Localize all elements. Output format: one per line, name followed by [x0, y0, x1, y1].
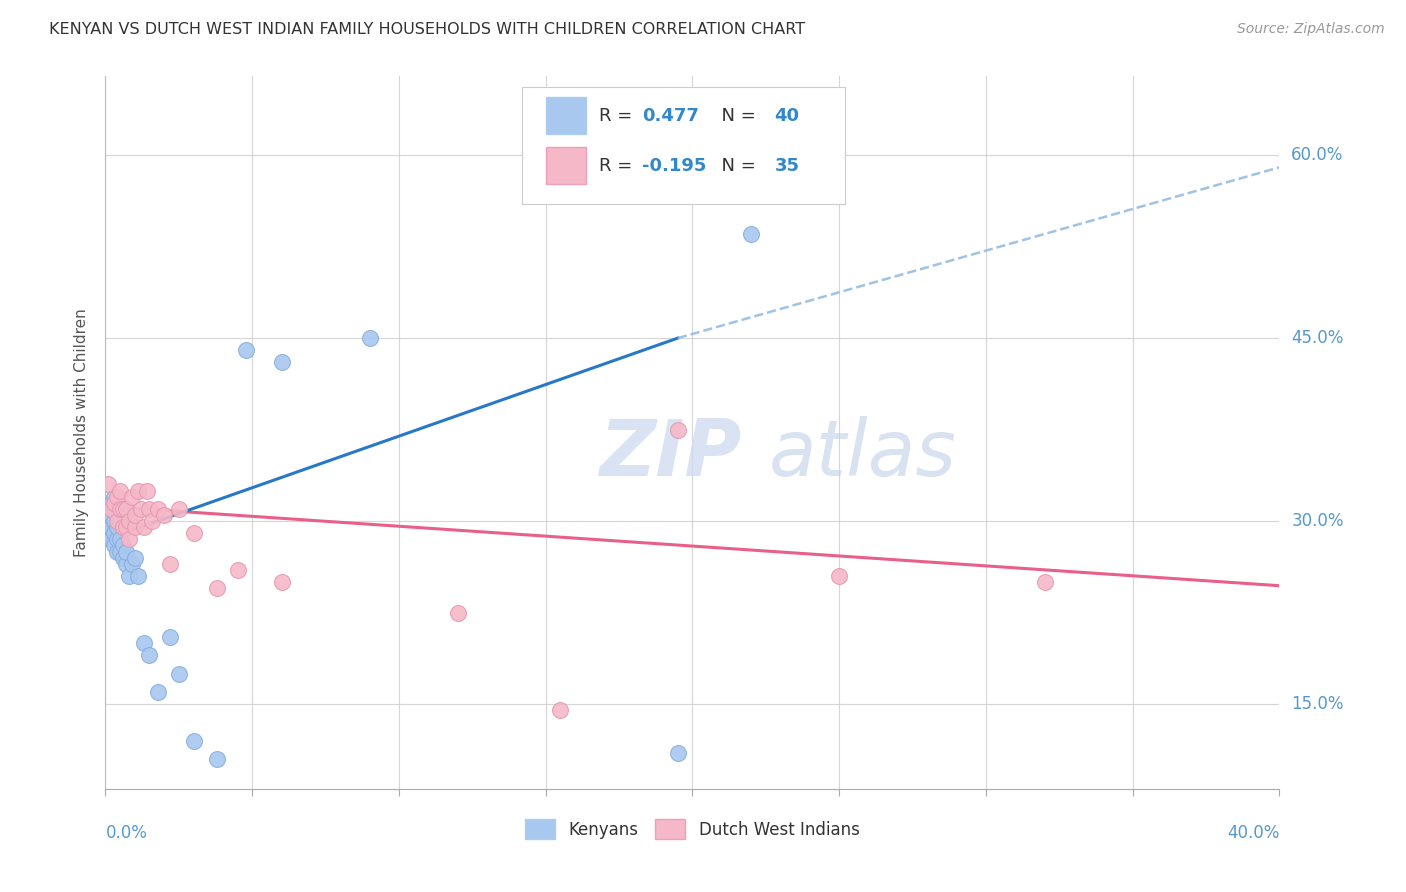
Point: [270, 575, 292, 590]
Point: [108, 501, 131, 516]
Point: [666, 746, 689, 760]
Text: 45.0%: 45.0%: [1291, 329, 1344, 347]
Point: [100, 508, 122, 522]
Point: [97, 501, 120, 516]
Point: [115, 520, 138, 534]
Point: [100, 496, 122, 510]
Point: [100, 520, 122, 534]
Point: [235, 343, 257, 358]
Point: [205, 752, 228, 766]
Point: [359, 331, 381, 345]
Text: 30.0%: 30.0%: [1291, 512, 1344, 530]
Point: [103, 526, 125, 541]
Point: [740, 227, 762, 242]
Point: [124, 508, 146, 522]
Point: [666, 423, 689, 437]
Point: [159, 557, 181, 571]
Point: [103, 501, 125, 516]
Text: R =: R =: [599, 157, 637, 175]
Point: [97, 520, 120, 534]
Y-axis label: Family Households with Children: Family Households with Children: [75, 309, 90, 557]
Text: atlas: atlas: [769, 416, 956, 492]
Point: [112, 501, 135, 516]
Point: [108, 533, 131, 547]
Point: [105, 533, 128, 547]
Point: [183, 733, 205, 747]
Point: [112, 550, 135, 565]
Text: Source: ZipAtlas.com: Source: ZipAtlas.com: [1237, 22, 1385, 37]
Point: [97, 477, 120, 491]
Point: [108, 514, 131, 528]
Text: N =: N =: [710, 107, 762, 125]
Point: [121, 490, 143, 504]
Point: [183, 526, 205, 541]
Point: [105, 520, 128, 534]
Point: [148, 501, 170, 516]
Text: 40: 40: [775, 107, 800, 125]
Point: [205, 581, 228, 595]
Point: [100, 501, 122, 516]
Point: [103, 496, 125, 510]
Point: [103, 490, 125, 504]
Point: [115, 501, 138, 516]
Point: [105, 514, 128, 528]
Point: [124, 550, 146, 565]
Point: [118, 569, 141, 583]
Point: [129, 501, 152, 516]
Point: [103, 514, 125, 528]
Point: [108, 483, 131, 498]
Point: [270, 355, 292, 369]
Point: [132, 520, 155, 534]
FancyBboxPatch shape: [522, 87, 845, 204]
Point: [105, 490, 128, 504]
Point: [167, 666, 190, 681]
Text: N =: N =: [710, 157, 762, 175]
Text: 0.0%: 0.0%: [105, 823, 148, 841]
Point: [132, 636, 155, 650]
FancyBboxPatch shape: [546, 147, 586, 185]
Point: [118, 533, 141, 547]
Text: 40.0%: 40.0%: [1227, 823, 1279, 841]
FancyBboxPatch shape: [546, 97, 586, 135]
Point: [115, 544, 138, 558]
Text: KENYAN VS DUTCH WEST INDIAN FAMILY HOUSEHOLDS WITH CHILDREN CORRELATION CHART: KENYAN VS DUTCH WEST INDIAN FAMILY HOUSE…: [49, 22, 806, 37]
Point: [141, 514, 163, 528]
Point: [97, 526, 120, 541]
Point: [135, 483, 157, 498]
Point: [112, 520, 135, 534]
Point: [167, 501, 190, 516]
Text: 0.477: 0.477: [643, 107, 699, 125]
Point: [153, 508, 176, 522]
Point: [127, 483, 149, 498]
Point: [138, 648, 160, 663]
Text: 15.0%: 15.0%: [1291, 695, 1344, 713]
Text: 35: 35: [775, 157, 800, 175]
Text: 60.0%: 60.0%: [1291, 146, 1344, 164]
Point: [148, 685, 170, 699]
Text: -0.195: -0.195: [643, 157, 706, 175]
Text: ZIP: ZIP: [599, 416, 741, 492]
Point: [105, 544, 128, 558]
Point: [103, 538, 125, 552]
Point: [112, 520, 135, 534]
Point: [159, 630, 181, 644]
Point: [127, 569, 149, 583]
Point: [115, 557, 138, 571]
Point: [124, 520, 146, 534]
Point: [118, 514, 141, 528]
Point: [121, 557, 143, 571]
Point: [112, 538, 135, 552]
Legend: Kenyans, Dutch West Indians: Kenyans, Dutch West Indians: [519, 813, 866, 846]
Text: R =: R =: [599, 107, 637, 125]
Point: [550, 703, 572, 717]
Point: [226, 563, 249, 577]
Point: [138, 501, 160, 516]
Point: [1033, 575, 1056, 590]
Point: [108, 544, 131, 558]
Point: [828, 569, 851, 583]
Point: [447, 606, 470, 620]
Point: [105, 508, 128, 522]
Point: [100, 533, 122, 547]
